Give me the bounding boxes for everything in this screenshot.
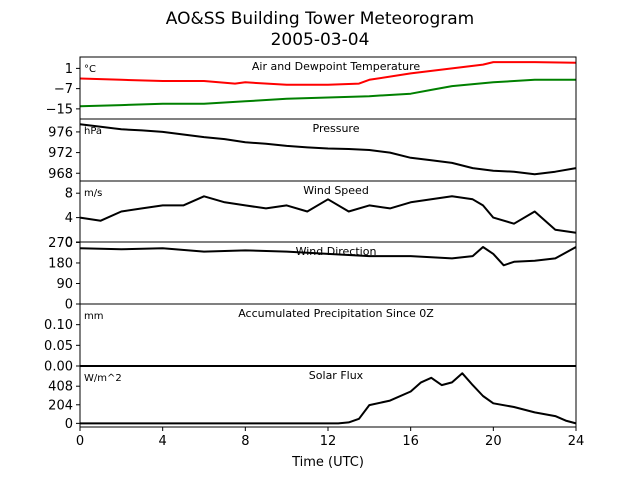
panel-5-unit: mm [84,311,103,322]
x-tick-label-5: 16 [402,434,419,449]
panel-5-title: Accumulated Precipitation Since 0Z [238,307,434,320]
panel-1-title: Air and Dewpoint Temperature [252,60,420,73]
panel-3-series-1-line [79,195,577,234]
panel-2-y-tick-label-2: 972 [48,146,73,161]
panel-4-y-tick-label-3: 90 [56,277,73,292]
panel-3: 8 4 0 Wind Speed m/s [65,180,577,251]
panel-1-series-1-line [79,61,577,86]
panel-5-y-tick-label-3: 0.00 [44,360,73,375]
chart-subtitle: 2005-03-04 [271,30,370,50]
panel-3-title: Wind Speed [303,184,369,197]
panel-4-y-tick-label-1: 270 [48,236,73,251]
panel-5-y-tick-label-1: 0.10 [44,318,73,333]
x-tick-label-6: 20 [485,434,502,449]
x-tick-label-4: 12 [320,434,337,449]
panel-1-y-tick-label-3: −15 [46,102,73,117]
panel-5-y-tick-label-2: 0.05 [44,339,73,354]
x-tick-label-3: 8 [241,434,249,449]
panel-2-series-1-line [79,123,577,176]
panel-2-y-tick-label-3: 968 [48,167,73,182]
panel-1-y-tick-label-2: −7 [54,82,73,97]
panel-6-y-tick-label-2: 204 [48,398,73,413]
panel-1: 1 −7 −15 Air and Dewpoint Temperature °C [46,56,577,120]
panel-3-y-tick-label-2: 4 [65,211,73,226]
panel-4: 270 180 90 0 Wind Direction [48,236,577,313]
panel-2-unit: hPa [84,126,102,137]
panel-6-unit: W/m^2 [84,373,122,384]
panel-4-y-tick-label-4: 0 [65,298,73,313]
x-tick-label-1: 0 [76,434,84,449]
panel-5: 0.10 0.05 0.00 Accumulated Precipitation Si… [44,303,577,375]
panel-3-unit: m/s [84,188,102,199]
panel-2-title: Pressure [313,122,360,135]
panel-6-y-tick-label-3: 0 [65,417,73,432]
panel-6: 408 204 0 Solar Flux W/m^2 [48,365,577,432]
x-tick-label-2: 4 [159,434,167,449]
panel-6-y-tick-label-1: 408 [48,380,73,395]
panel-1-unit: °C [84,64,96,75]
x-axis: 0 4 8 12 16 20 24 [76,427,584,449]
panel-4-y-tick-label-2: 180 [48,256,73,271]
x-tick-label-7: 24 [568,434,585,449]
panel-4-title: Wind Direction [296,245,377,258]
panel-3-y-tick-label-1: 8 [65,187,73,202]
x-axis-label: Time (UTC) [291,455,364,470]
panel-2: 976 972 968 Pressure hPa [48,118,577,182]
chart-title: AO&SS Building Tower Meteorogram [166,9,474,29]
panel-6-series-1-line [80,372,577,425]
panel-1-series-2-line [79,78,576,108]
panel-6-title: Solar Flux [309,369,364,382]
panel-1-y-tick-label-1: 1 [65,62,73,77]
panel-2-y-tick-label-1: 976 [48,125,73,140]
panel-3-y-tick-label-3: 0 [65,236,73,251]
panel-4-series-1-line [79,246,577,267]
